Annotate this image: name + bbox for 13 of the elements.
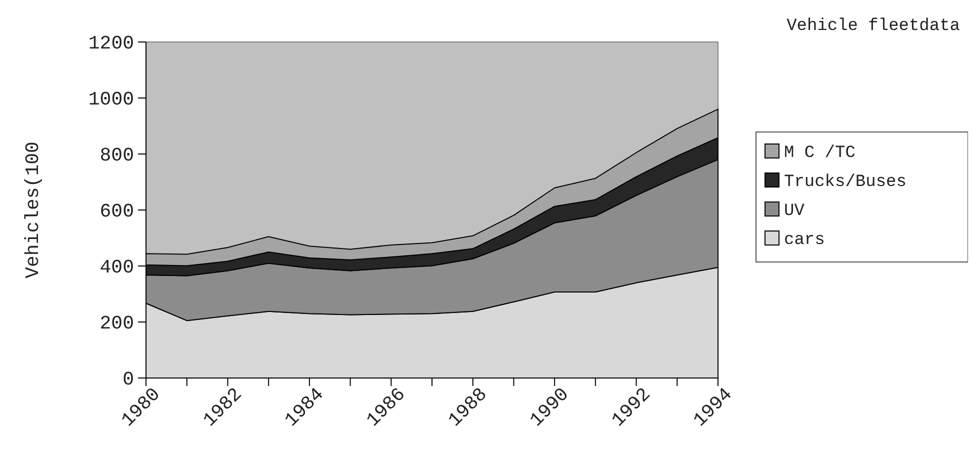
y-axis-title: Vehicles(100: [22, 142, 44, 278]
y-tick-label: 0: [122, 368, 134, 391]
legend-label: cars: [784, 230, 825, 250]
legend-label: Trucks/Buses: [784, 172, 906, 192]
legend-label: M C /TC: [784, 144, 856, 163]
y-tick-label: 1200: [88, 32, 134, 55]
y-tick-label: 600: [100, 200, 134, 223]
y-tick-label: 200: [100, 312, 134, 335]
legend-label: UV: [784, 202, 806, 221]
text: Vehicle fleetdata: [786, 17, 960, 36]
y-tick-label: 400: [100, 256, 134, 279]
y-tick-label: 800: [100, 144, 134, 167]
y-tick-label: 1000: [88, 88, 134, 111]
